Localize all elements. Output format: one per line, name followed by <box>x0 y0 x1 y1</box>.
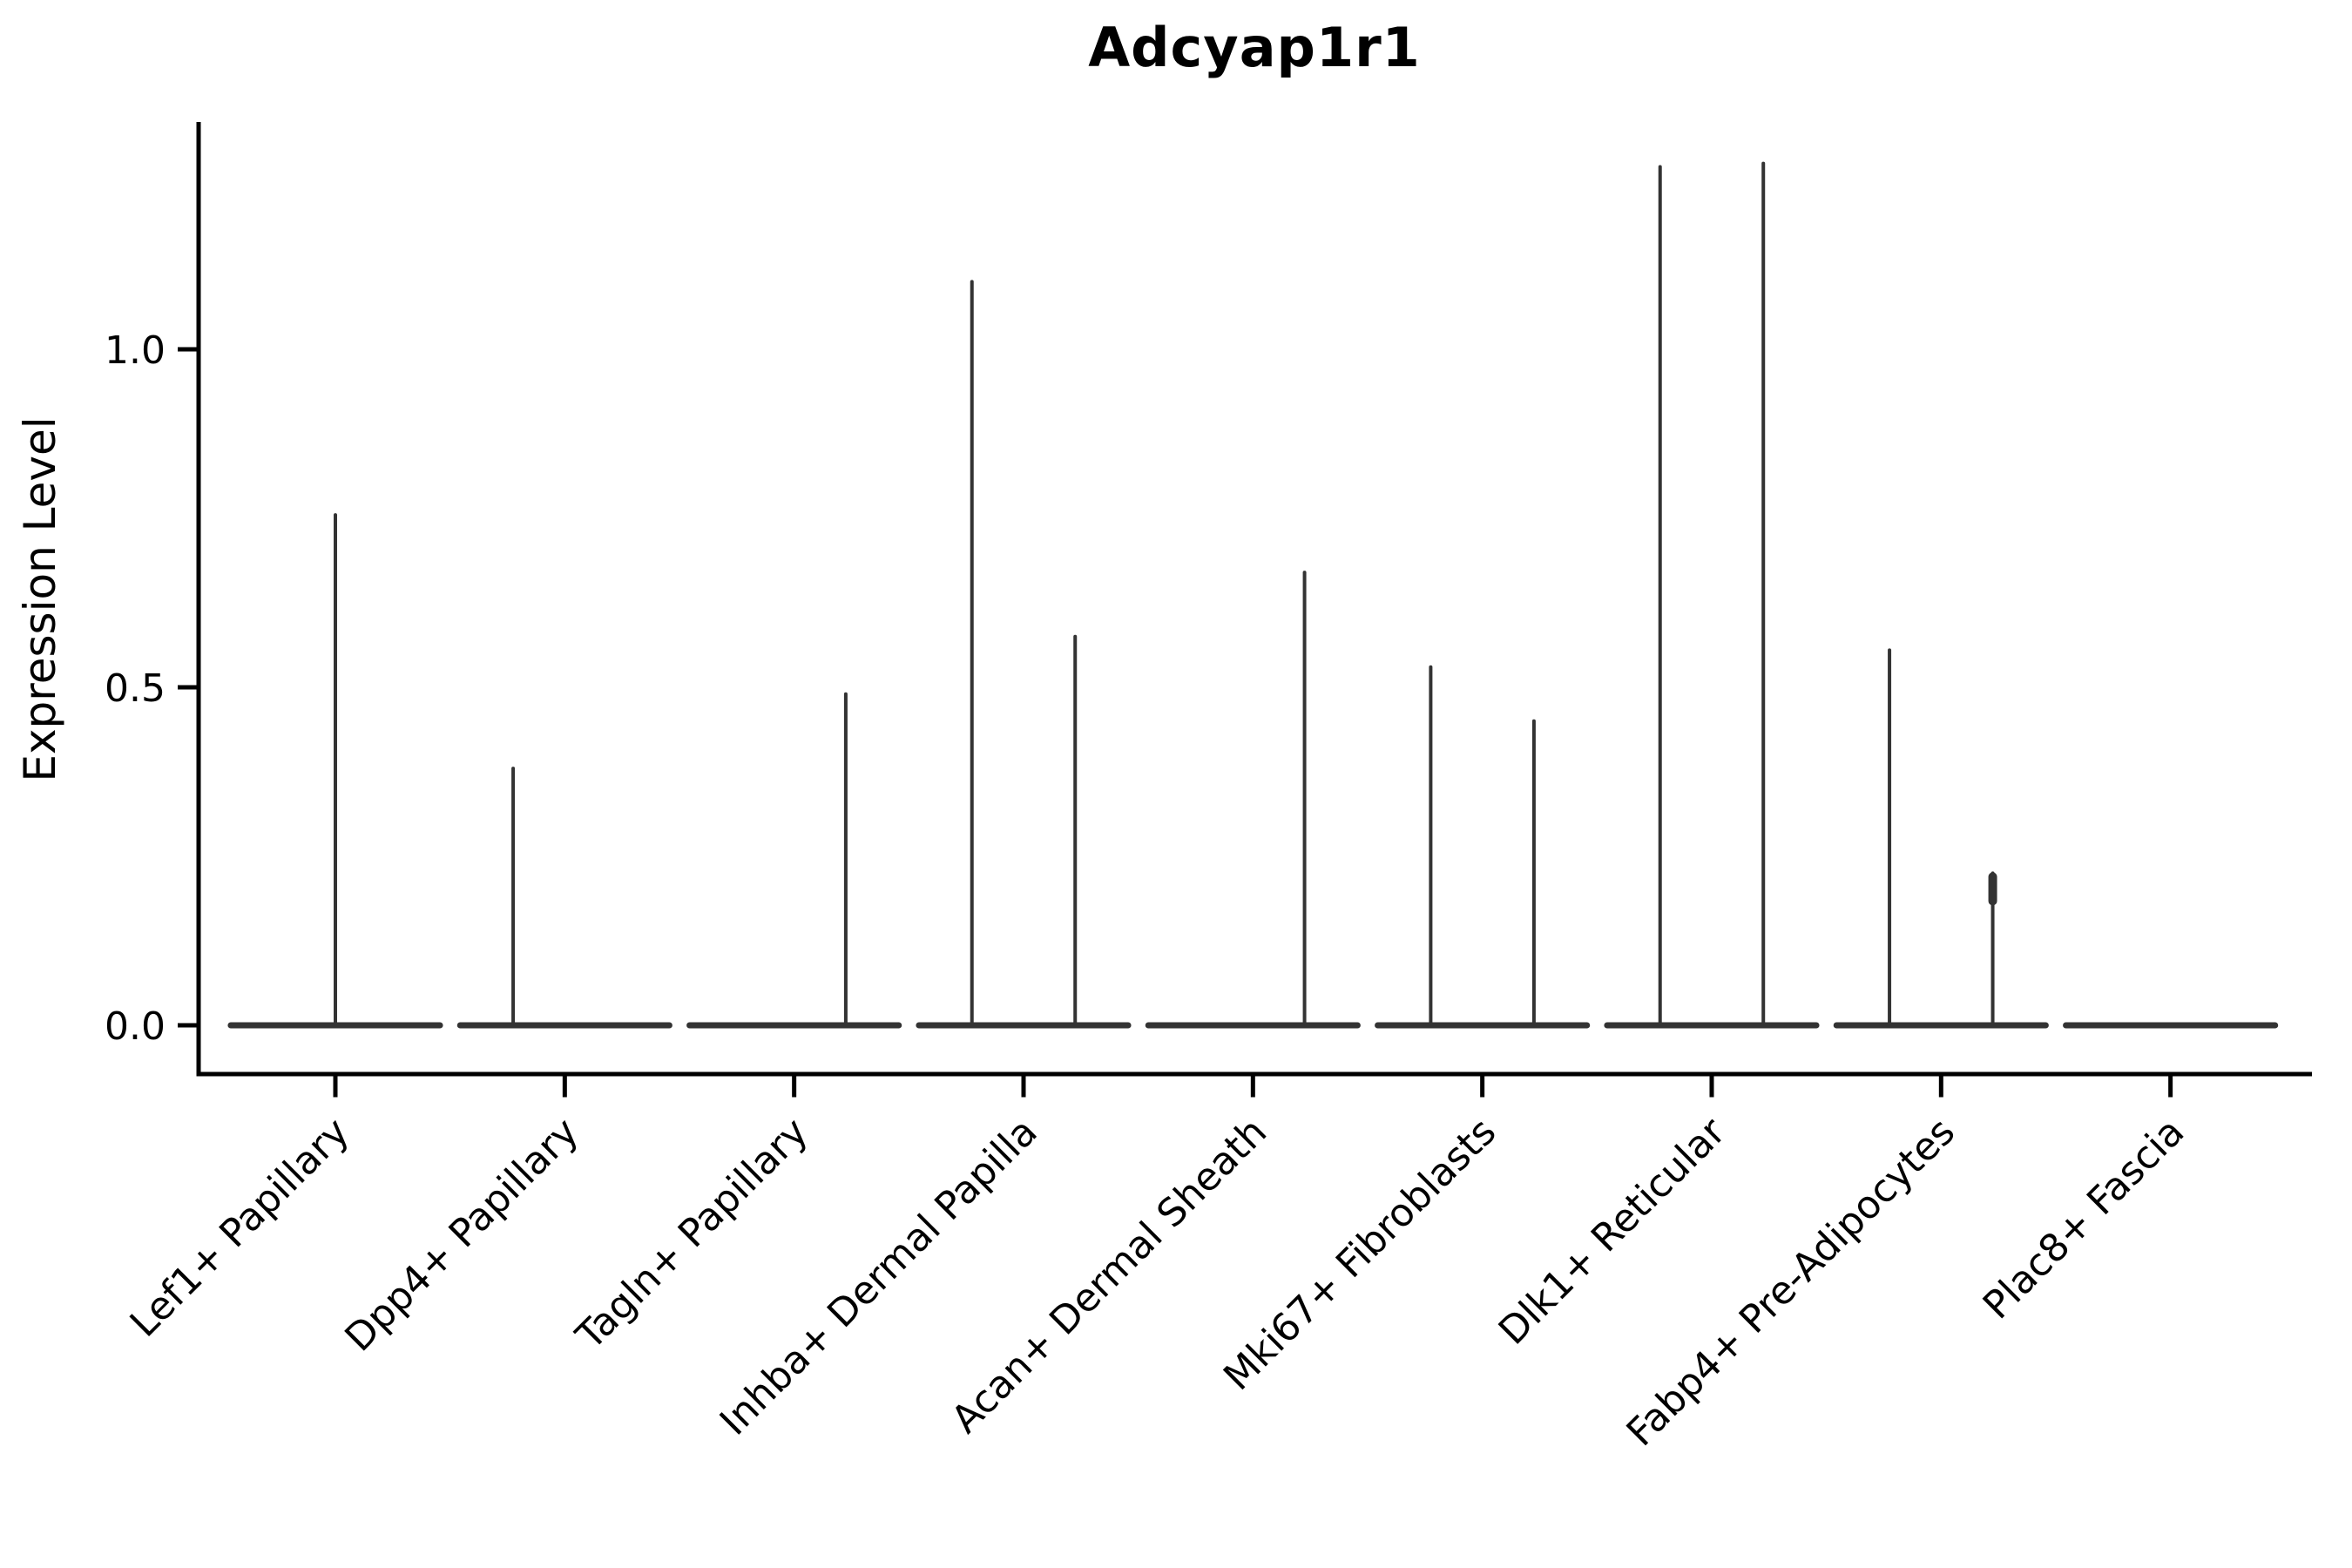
y-tick-label: 0.5 <box>105 666 166 711</box>
x-tick-label: Dpp4+ Papillary <box>336 1110 587 1361</box>
x-tick-label: Tagln+ Papillary <box>567 1110 816 1359</box>
x-tick-label: Lef1+ Papillary <box>122 1110 358 1346</box>
x-tick-label: Plac8+ Fascia <box>1975 1110 2193 1328</box>
y-tick-label: 0.0 <box>105 1004 166 1049</box>
chart-title: Adcyap1r1 <box>1088 16 1421 79</box>
y-tick-label: 1.0 <box>105 328 166 373</box>
x-tick-label: Dlk1+ Reticular <box>1490 1109 1735 1354</box>
